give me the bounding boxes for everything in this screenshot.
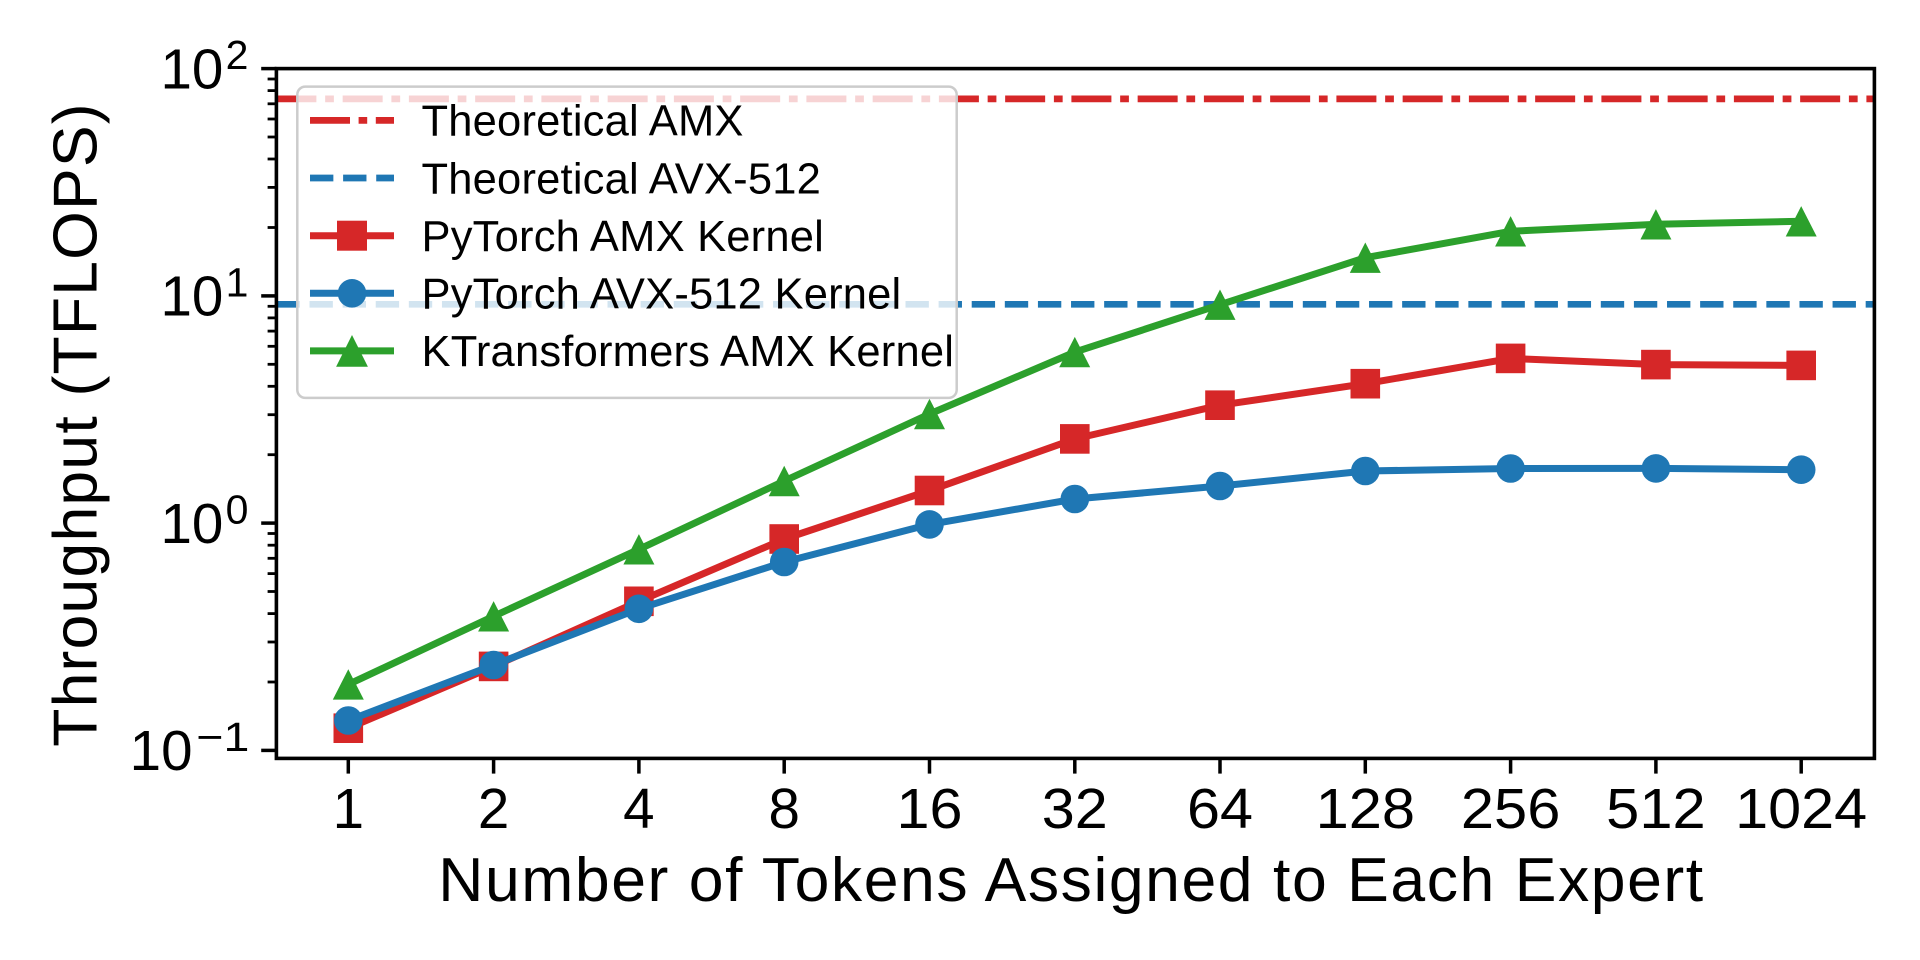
svg-text:Throughput (TFLOPS): Throughput (TFLOPS) <box>41 102 111 747</box>
svg-text:10: 10 <box>160 265 223 328</box>
svg-text:256: 256 <box>1461 777 1561 840</box>
svg-text:KTransformers AMX Kernel: KTransformers AMX Kernel <box>422 328 955 376</box>
svg-text:1: 1 <box>226 260 249 306</box>
svg-text:−1: −1 <box>196 714 249 760</box>
svg-text:512: 512 <box>1606 777 1706 840</box>
svg-text:10: 10 <box>160 492 223 555</box>
svg-text:Theoretical AMX: Theoretical AMX <box>422 98 744 146</box>
svg-text:4: 4 <box>623 777 654 840</box>
svg-text:2: 2 <box>226 32 249 78</box>
svg-text:10: 10 <box>160 37 223 100</box>
svg-text:1: 1 <box>333 777 364 840</box>
svg-text:8: 8 <box>768 777 799 840</box>
svg-text:2: 2 <box>478 777 509 840</box>
svg-text:Theoretical AVX-512: Theoretical AVX-512 <box>422 155 822 203</box>
svg-text:128: 128 <box>1316 777 1416 840</box>
svg-text:PyTorch AMX Kernel: PyTorch AMX Kernel <box>422 213 825 261</box>
svg-text:10: 10 <box>130 719 193 782</box>
svg-text:32: 32 <box>1042 777 1108 840</box>
svg-text:Number of Tokens Assigned to E: Number of Tokens Assigned to Each Expert <box>438 845 1704 915</box>
svg-text:PyTorch AVX-512 Kernel: PyTorch AVX-512 Kernel <box>422 271 902 319</box>
svg-text:16: 16 <box>897 777 963 840</box>
svg-text:0: 0 <box>226 487 249 533</box>
svg-text:64: 64 <box>1187 777 1253 840</box>
svg-text:1024: 1024 <box>1735 777 1867 840</box>
